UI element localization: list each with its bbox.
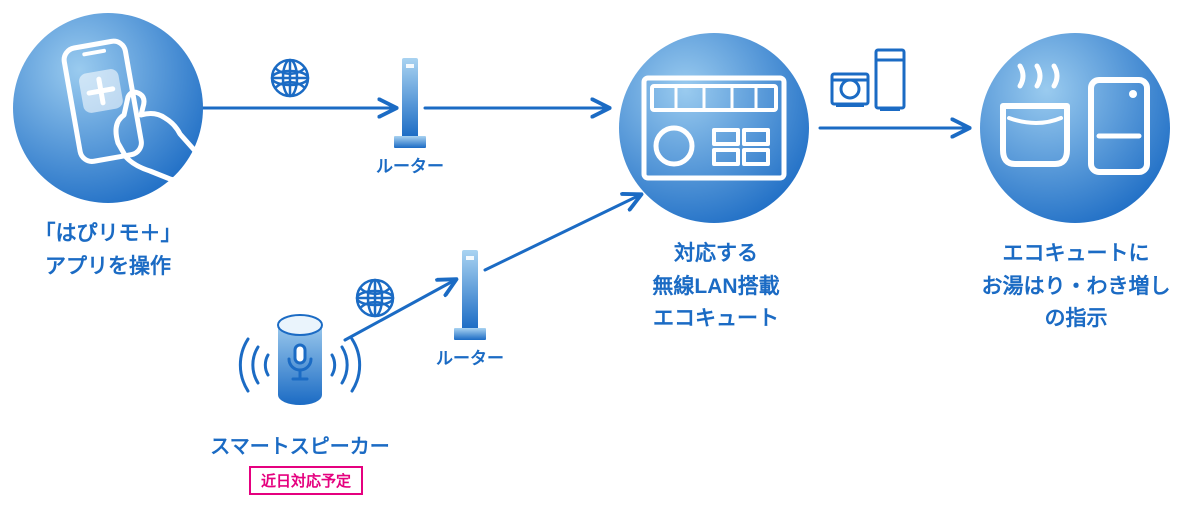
label-router-bottom: ルーター (433, 344, 507, 369)
smart-speaker-icon (240, 315, 359, 405)
label-app: 「はぴリモ＋」 アプリを操作 (8, 218, 208, 283)
globe-bottom-icon (357, 280, 393, 316)
edges (200, 108, 968, 340)
label-speaker: スマートスピーカー (200, 432, 400, 463)
label-ecocute: 対応する 無線LAN搭載 エコキュート (616, 238, 816, 336)
router-bottom-icon (454, 250, 486, 340)
diagram-stage: 「はぴリモ＋」 アプリを操作 ルーター 対応する 無線LAN搭載 エコキュート … (0, 0, 1200, 510)
hp-units-icon (832, 50, 904, 110)
label-router-top: ルーター (373, 152, 447, 177)
router-top-icon (394, 58, 426, 148)
globe-top-icon (272, 60, 308, 96)
badge-coming-soon: 近日対応予定 (249, 466, 363, 495)
label-bath: エコキュートに お湯はり・わき増し の指示 (966, 238, 1186, 336)
node-bath-circle (980, 33, 1170, 223)
